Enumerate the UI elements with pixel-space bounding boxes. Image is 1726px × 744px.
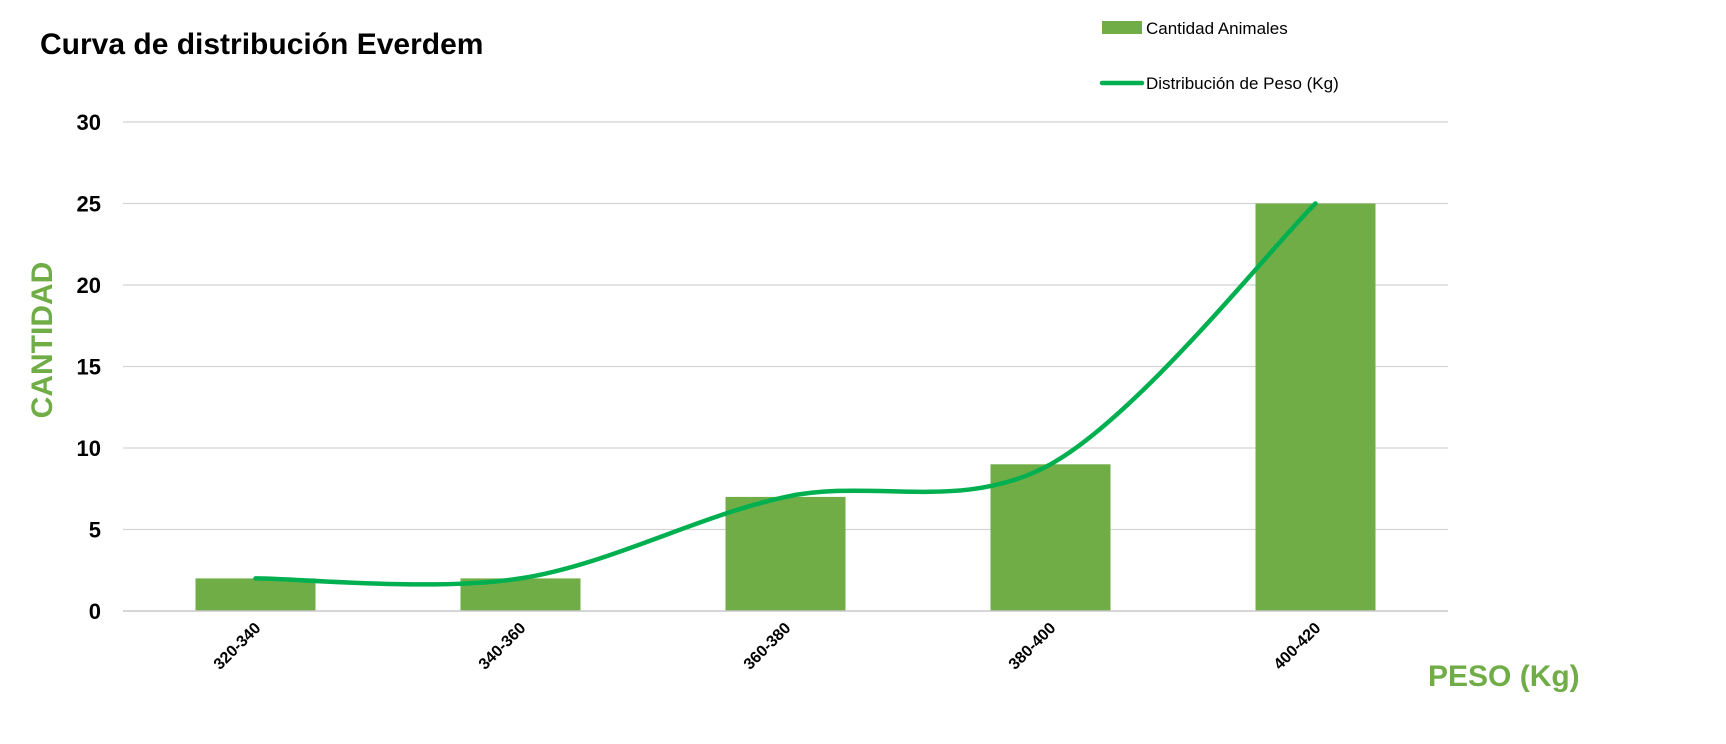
legend: Cantidad Animales Distribución de Peso (… (1099, 19, 1339, 93)
line-series (253, 201, 1318, 587)
x-tick-label: 340-360 (476, 620, 530, 674)
distribution-line (253, 201, 1318, 587)
y-tick-label: 15 (77, 355, 101, 380)
bar (1255, 203, 1376, 611)
x-axis-ticks: 320-340 340-360 360-380 380-400 400-420 (211, 620, 1325, 674)
bar (990, 464, 1111, 611)
x-tick-label: 320-340 (211, 620, 265, 674)
y-axis-label: CANTIDAD (26, 262, 59, 419)
y-tick-label: 25 (77, 192, 101, 217)
bars (195, 203, 1376, 611)
y-tick-label: 0 (89, 599, 101, 624)
x-tick-label: 380-400 (1006, 620, 1060, 674)
bar (725, 496, 846, 611)
y-tick-label: 10 (77, 436, 101, 461)
legend-bar-swatch (1102, 21, 1142, 34)
x-tick-label: 360-380 (741, 620, 795, 674)
x-axis-label: PESO (Kg) (1428, 660, 1580, 693)
legend-bar-label: Cantidad Animales (1146, 19, 1288, 38)
x-tick-label: 400-420 (1271, 620, 1325, 674)
bar (195, 578, 316, 611)
y-axis-ticks: 0 5 10 15 20 25 30 (77, 110, 101, 624)
y-tick-label: 30 (77, 110, 101, 135)
legend-line-label: Distribución de Peso (Kg) (1146, 74, 1339, 93)
y-tick-label: 20 (77, 273, 101, 298)
gridlines (123, 121, 1448, 531)
chart-title: Curva de distribución Everdem (40, 28, 483, 61)
y-tick-label: 5 (89, 518, 101, 543)
